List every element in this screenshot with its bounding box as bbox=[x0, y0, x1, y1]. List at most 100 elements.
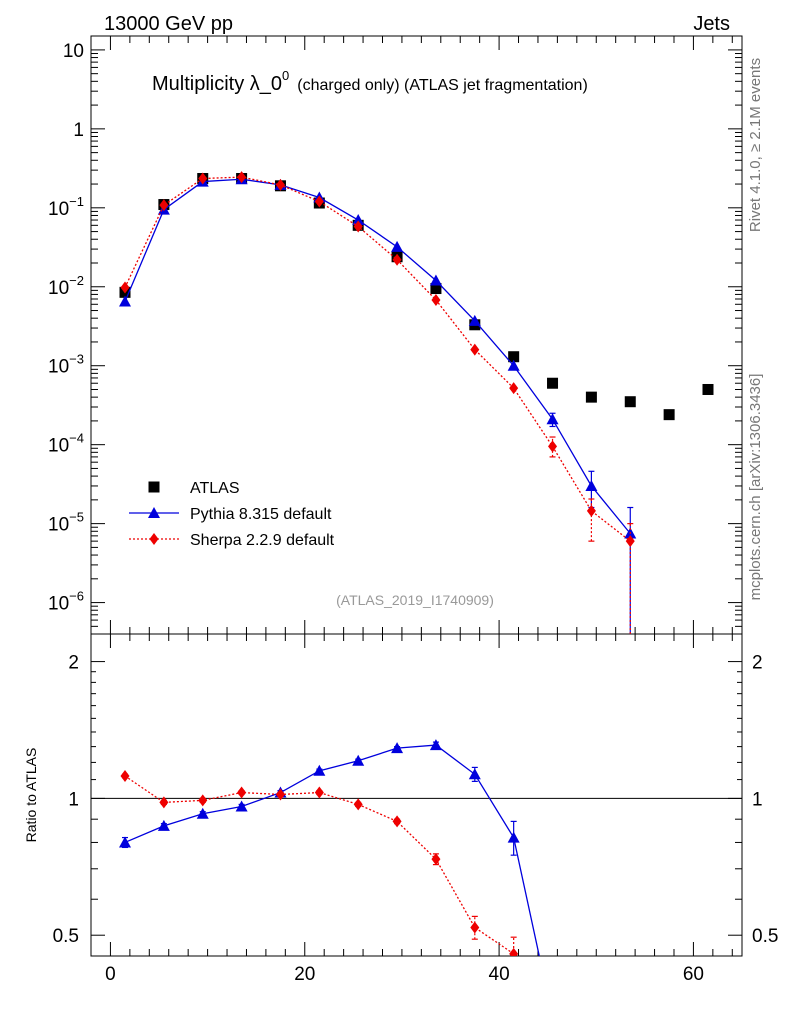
series-sherpa bbox=[120, 171, 635, 634]
legend: ATLAS Pythia 8.315 default Sherpa 2.2.9 de… bbox=[129, 480, 335, 549]
legend-label: Pythia 8.315 default bbox=[190, 506, 332, 523]
sherpa-point bbox=[548, 440, 558, 453]
sherpa-point bbox=[392, 253, 402, 266]
pythia-point bbox=[391, 240, 404, 252]
pythia-point bbox=[507, 359, 520, 371]
ratio-sherpa-point bbox=[314, 786, 324, 799]
series-atlas bbox=[119, 173, 714, 421]
sherpa-point bbox=[470, 343, 480, 356]
ratio-series-sherpa bbox=[120, 770, 519, 956]
ratio-sherpa-line bbox=[124, 775, 515, 955]
ratio-sherpa-point bbox=[353, 798, 363, 811]
ratio-pythia-point bbox=[429, 739, 442, 751]
energy-label: 13000 GeV pp bbox=[104, 13, 233, 35]
y-tick-label-base: 10 bbox=[48, 278, 69, 299]
sherpa-point bbox=[237, 171, 247, 184]
ratio-sherpa-point bbox=[198, 794, 208, 807]
ratio-y-axis-label: Ratio to ATLAS bbox=[23, 748, 39, 843]
y-tick-label-exponent: −4 bbox=[69, 431, 84, 446]
y-tick-label-base: 10 bbox=[48, 594, 69, 615]
ratio-series-layer bbox=[119, 739, 559, 1022]
y-tick-label-base: 10 bbox=[48, 199, 69, 220]
title-observable: Multiplicity λ_0 bbox=[152, 73, 282, 95]
y-tick-label-ratio: 1 bbox=[68, 789, 79, 810]
y-tick-label-exponent: −2 bbox=[69, 273, 84, 288]
pythia-point bbox=[119, 295, 132, 307]
y-tick-label-base: 10 bbox=[48, 515, 69, 536]
ratio-sherpa-point bbox=[392, 815, 402, 828]
sherpa-point bbox=[198, 172, 208, 185]
y-tick-label-exponent: −1 bbox=[69, 194, 84, 209]
sherpa-point bbox=[353, 220, 363, 233]
pythia-point bbox=[352, 214, 365, 226]
y-tick-label-main: 10−4 bbox=[48, 431, 84, 457]
ratio-pythia-point bbox=[313, 764, 326, 776]
y-tick-label-ratio: 0.5 bbox=[53, 926, 79, 947]
title-detail: (charged only) (ATLAS jet fragmentation) bbox=[297, 77, 588, 94]
atlas-point bbox=[624, 396, 636, 408]
y-tick-label-exponent: −3 bbox=[69, 352, 84, 367]
atlas-point bbox=[547, 377, 559, 389]
sherpa-point bbox=[120, 281, 130, 294]
ratio-sherpa-point bbox=[509, 947, 519, 956]
x-tick-label: 0 bbox=[105, 964, 116, 985]
y-tick-label-main: 10−5 bbox=[48, 510, 84, 536]
legend-label: Sherpa 2.2.9 default bbox=[190, 532, 335, 549]
atlas-point bbox=[585, 391, 597, 403]
pythia-line bbox=[124, 178, 631, 534]
ratio-sherpa-point bbox=[159, 796, 169, 809]
x-tick-label: 20 bbox=[294, 964, 315, 985]
legend-marker bbox=[148, 481, 160, 493]
pythia-point bbox=[429, 274, 442, 286]
y-tick-label-ratio: 2 bbox=[68, 653, 79, 674]
main-plot-title: Multiplicity λ_00 (charged only) (ATLAS j… bbox=[152, 68, 588, 95]
legend-entry-pythia: Pythia 8.315 default bbox=[129, 506, 332, 523]
ratio-pythia-point bbox=[157, 819, 170, 831]
sherpa-point bbox=[159, 199, 169, 212]
y-tick-label-ratio-right: 0.5 bbox=[752, 926, 778, 947]
pythia-point bbox=[585, 479, 598, 491]
legend-label: ATLAS bbox=[190, 480, 240, 497]
title-superscript: 0 bbox=[282, 68, 289, 83]
x-tick-label: 60 bbox=[683, 964, 704, 985]
ratio-sherpa-point bbox=[120, 770, 130, 783]
pythia-point bbox=[468, 314, 481, 326]
ratio-sherpa-point bbox=[275, 788, 285, 801]
atlas-point bbox=[702, 383, 714, 395]
atlas-point bbox=[430, 283, 442, 295]
ratio-pythia-point bbox=[507, 831, 520, 843]
y-tick-label-main: 1 bbox=[73, 120, 84, 141]
analysis-watermark: (ATLAS_2019_I1740909) bbox=[336, 592, 494, 608]
sherpa-point bbox=[314, 195, 324, 208]
x-tick-label: 40 bbox=[489, 964, 510, 985]
ratio-pythia-point bbox=[119, 836, 132, 848]
sherpa-point bbox=[509, 382, 519, 395]
ratio-sherpa-point bbox=[237, 786, 247, 799]
ratio-sherpa-point bbox=[431, 853, 441, 866]
sherpa-point bbox=[625, 535, 635, 548]
atlas-point bbox=[663, 409, 675, 421]
mcplots-label: mcplots.cern.ch [arXiv:1306.3436] bbox=[747, 374, 764, 601]
ratio-pythia-point bbox=[468, 768, 481, 780]
y-tick-label-ratio-right: 1 bbox=[752, 789, 763, 810]
y-tick-label-main: 10−6 bbox=[48, 589, 84, 615]
y-tick-label-exponent: −6 bbox=[69, 589, 84, 604]
legend-marker bbox=[148, 507, 160, 518]
sherpa-point bbox=[275, 178, 285, 191]
sherpa-point bbox=[586, 504, 596, 517]
ratio-plot-frame bbox=[90, 633, 743, 957]
rivet-label: Rivet 4.1.0, ≥ 2.1M events bbox=[747, 58, 764, 232]
ratio-pythia-point bbox=[547, 1011, 559, 1022]
ratio-pythia-line bbox=[124, 744, 540, 956]
atlas-point bbox=[508, 351, 520, 363]
y-tick-label-ratio-right: 2 bbox=[752, 653, 763, 674]
ratio-sherpa-point bbox=[470, 921, 480, 934]
sherpa-point bbox=[431, 293, 441, 306]
jets-label: Jets bbox=[693, 13, 730, 35]
pythia-point bbox=[546, 413, 559, 425]
ratio-pythia-point bbox=[196, 807, 209, 819]
y-tick-label-main: 10 bbox=[63, 41, 84, 62]
sherpa-line bbox=[124, 176, 631, 542]
